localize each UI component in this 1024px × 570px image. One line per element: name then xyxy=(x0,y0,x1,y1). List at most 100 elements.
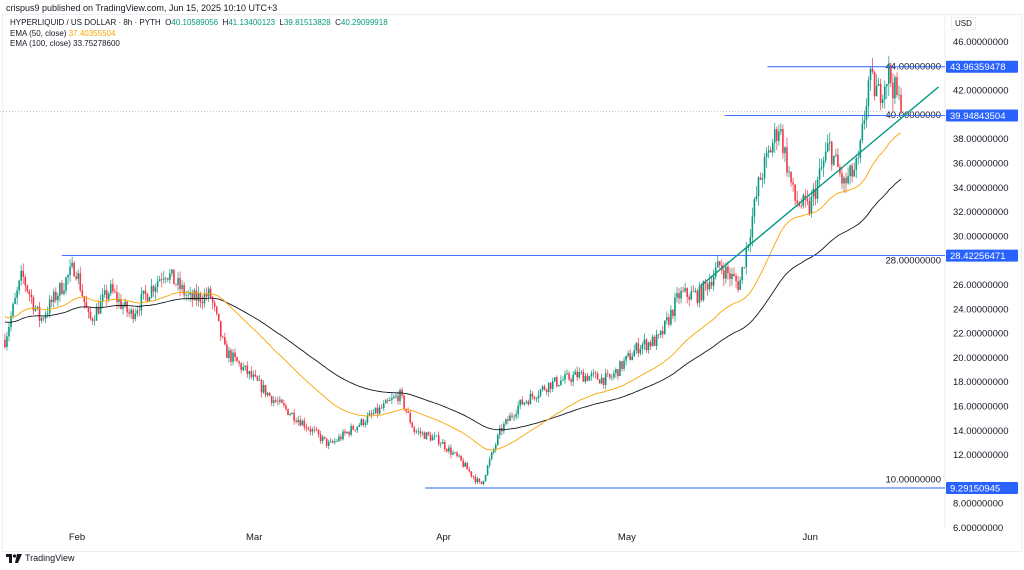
candle-body xyxy=(69,266,71,276)
candle-body xyxy=(757,177,760,197)
candle-body xyxy=(142,290,145,294)
candle-body xyxy=(138,310,141,312)
candle-body xyxy=(692,291,695,292)
candle-body xyxy=(537,395,540,399)
candle-body xyxy=(460,455,462,461)
candle-body xyxy=(596,373,599,380)
candle-body xyxy=(712,276,715,286)
candle-body xyxy=(843,177,845,184)
candle-body xyxy=(307,428,310,430)
ema100-row[interactable]: EMA (100, close) 33.75278600 xyxy=(10,39,388,50)
candle-body xyxy=(297,419,299,423)
ema50-row[interactable]: EMA (50, close) 37.40355504 xyxy=(10,29,388,40)
open-label: O xyxy=(165,18,172,27)
candle-body xyxy=(556,377,558,387)
candle-body xyxy=(863,120,866,124)
candle-body xyxy=(48,299,51,314)
candle-body xyxy=(570,379,572,382)
candle-body xyxy=(511,415,513,417)
candle-body xyxy=(397,395,399,402)
candle-body xyxy=(900,94,902,112)
candle-body xyxy=(12,303,14,316)
candle-body xyxy=(535,398,538,399)
candle-body xyxy=(849,165,851,177)
candle-body xyxy=(152,285,155,292)
symbol-title[interactable]: HYPERLIQUID / US DOLLAR · 8h · PYTH xyxy=(10,18,161,27)
candle-body xyxy=(222,336,224,338)
candle-body xyxy=(16,290,18,298)
candle-body xyxy=(114,291,116,293)
candle-body xyxy=(4,339,6,347)
candle-body xyxy=(684,288,686,292)
candle-body xyxy=(700,286,703,301)
candle-body xyxy=(171,269,173,274)
candle-body xyxy=(482,480,485,484)
candle-body xyxy=(258,379,261,381)
candle-body xyxy=(79,273,82,291)
candle-body xyxy=(73,262,75,277)
candle-body xyxy=(765,152,768,158)
candle-body xyxy=(97,306,100,314)
candle-body xyxy=(295,420,297,423)
level-price-badge xyxy=(946,249,1018,262)
candle-body xyxy=(232,352,234,362)
candle-body xyxy=(34,308,37,311)
candle-body xyxy=(688,296,691,300)
candle-body xyxy=(488,459,491,466)
candle-body xyxy=(132,309,135,320)
candle-body xyxy=(122,306,124,309)
candle-body xyxy=(812,188,815,197)
candle-body xyxy=(311,429,314,432)
candle-body xyxy=(788,171,790,173)
ema50-label: EMA (50, close) xyxy=(10,28,67,38)
y-tick-label: 38.00000000 xyxy=(953,134,1008,145)
tradingview-logo[interactable]: TradingView xyxy=(6,553,75,563)
ema100-label: EMA (100, close) xyxy=(10,39,71,48)
candle-body xyxy=(741,267,743,281)
candle-body xyxy=(735,276,737,282)
candle-body xyxy=(101,294,104,301)
candle-body xyxy=(623,360,625,369)
candle-body xyxy=(450,447,452,455)
candle-body xyxy=(608,374,611,378)
candle-body xyxy=(847,176,849,184)
candle-body xyxy=(702,281,705,301)
candle-body xyxy=(582,371,585,382)
candle-body xyxy=(293,412,295,421)
candle-body xyxy=(403,395,405,409)
candle-body xyxy=(264,385,267,396)
candle-body xyxy=(340,436,342,440)
candle-body xyxy=(761,178,764,180)
candle-body xyxy=(217,313,220,321)
candle-body xyxy=(87,307,90,312)
candle-body xyxy=(289,414,291,416)
candle-body xyxy=(816,179,819,199)
candle-body xyxy=(716,261,719,268)
candle-body xyxy=(663,320,666,335)
candle-body xyxy=(303,420,306,428)
candle-body xyxy=(20,270,22,281)
candle-body xyxy=(309,429,312,432)
candle-body xyxy=(360,419,363,426)
y-tick-label: 20.00000000 xyxy=(953,353,1008,364)
candle-body xyxy=(494,444,497,450)
candle-body xyxy=(549,382,552,389)
candle-body xyxy=(484,475,487,481)
y-tick-label: 24.00000000 xyxy=(953,304,1008,315)
candle-body xyxy=(733,273,735,277)
candle-body xyxy=(250,371,253,378)
y-tick-label: 32.00000000 xyxy=(953,207,1008,218)
candle-body xyxy=(653,336,656,346)
candle-body xyxy=(584,375,587,382)
candle-body xyxy=(635,343,638,351)
currency-label[interactable]: USD xyxy=(951,17,976,30)
candle-body xyxy=(325,438,328,446)
candle-body xyxy=(315,429,318,431)
candle-body xyxy=(690,291,693,300)
candle-body xyxy=(541,386,544,390)
candle-body xyxy=(617,369,619,377)
candle-body xyxy=(879,84,882,103)
candle-body xyxy=(505,419,507,424)
candle-body xyxy=(710,281,713,286)
